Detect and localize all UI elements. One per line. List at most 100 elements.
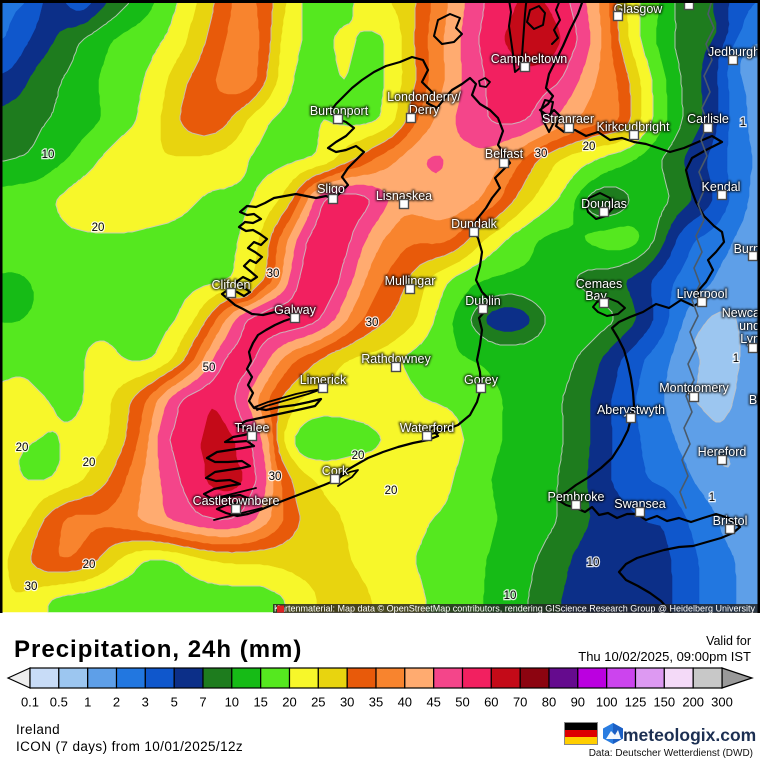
- svg-text:200: 200: [682, 695, 704, 710]
- svg-text:Lisnaskea: Lisnaskea: [376, 189, 432, 203]
- svg-text:20: 20: [352, 450, 365, 462]
- svg-text:Jedburgh: Jedburgh: [708, 45, 760, 59]
- svg-text:20: 20: [83, 559, 96, 571]
- svg-text:30: 30: [267, 268, 280, 280]
- svg-text:Jedburgh: Jedburgh: [708, 45, 760, 59]
- svg-text:Pembroke: Pembroke: [548, 490, 605, 504]
- svg-text:Stranraer: Stranraer: [542, 112, 594, 126]
- svg-text:Hereford: Hereford: [698, 445, 747, 459]
- svg-text:Derry: Derry: [409, 103, 440, 117]
- svg-text:20: 20: [16, 442, 29, 454]
- svg-text:70: 70: [513, 695, 527, 710]
- svg-text:Gorey: Gorey: [464, 373, 499, 387]
- svg-text:Clifden: Clifden: [212, 278, 251, 292]
- svg-text:Pembroke: Pembroke: [548, 490, 605, 504]
- svg-text:7: 7: [199, 695, 206, 710]
- svg-text:Belfast: Belfast: [485, 147, 524, 161]
- svg-text:1: 1: [740, 117, 746, 129]
- svg-text:20: 20: [83, 457, 96, 469]
- svg-text:Dundalk: Dundalk: [451, 217, 498, 231]
- svg-text:1: 1: [84, 695, 91, 710]
- svg-text:Kendal: Kendal: [702, 180, 741, 194]
- svg-text:Clifden: Clifden: [212, 278, 251, 292]
- svg-text:Bristol: Bristol: [713, 514, 748, 528]
- svg-text:Belfast: Belfast: [485, 147, 524, 161]
- svg-text:Glasgow: Glasgow: [614, 2, 664, 16]
- svg-text:Castletownbere: Castletownbere: [193, 494, 280, 508]
- svg-text:35: 35: [369, 695, 383, 710]
- svg-text:1: 1: [733, 353, 739, 365]
- svg-text:100: 100: [596, 695, 618, 710]
- svg-text:30: 30: [269, 471, 282, 483]
- svg-text:20: 20: [16, 442, 29, 454]
- svg-text:Mullingar: Mullingar: [385, 274, 436, 288]
- svg-text:50: 50: [455, 695, 469, 710]
- svg-text:Kendal: Kendal: [702, 180, 741, 194]
- svg-text:Glasgow: Glasgow: [614, 2, 664, 16]
- svg-text:80: 80: [542, 695, 556, 710]
- svg-text:20: 20: [583, 141, 596, 153]
- svg-text:0.1: 0.1: [21, 695, 39, 710]
- svg-text:60: 60: [484, 695, 498, 710]
- svg-text:Limerick: Limerick: [300, 373, 347, 387]
- svg-text:3: 3: [142, 695, 149, 710]
- svg-text:Newca: Newca: [722, 306, 760, 320]
- svg-text:Dublin: Dublin: [465, 294, 500, 308]
- svg-text:20: 20: [385, 485, 398, 497]
- svg-text:Campbeltown: Campbeltown: [491, 52, 567, 66]
- svg-text:Hereford: Hereford: [698, 445, 747, 459]
- svg-text:Liverpool: Liverpool: [677, 287, 728, 301]
- svg-text:20: 20: [83, 457, 96, 469]
- svg-text:1: 1: [709, 492, 715, 504]
- svg-text:10: 10: [504, 590, 517, 602]
- svg-text:Aberystwyth: Aberystwyth: [597, 403, 665, 417]
- svg-text:Rathdowney: Rathdowney: [361, 352, 431, 366]
- svg-text:Tralee: Tralee: [235, 421, 270, 435]
- svg-text:20: 20: [83, 559, 96, 571]
- svg-text:Kirkcudbright: Kirkcudbright: [597, 120, 670, 134]
- svg-text:45: 45: [426, 695, 440, 710]
- svg-text:Castletownbere: Castletownbere: [193, 494, 280, 508]
- svg-text:125: 125: [625, 695, 647, 710]
- svg-text:90: 90: [571, 695, 585, 710]
- svg-text:Newca: Newca: [722, 306, 760, 320]
- svg-text:25: 25: [311, 695, 325, 710]
- svg-text:Dublin: Dublin: [465, 294, 500, 308]
- svg-text:Lisnaskea: Lisnaskea: [376, 189, 432, 203]
- svg-text:Londonderry/: Londonderry/: [387, 90, 461, 104]
- svg-text:Galway: Galway: [274, 303, 316, 317]
- svg-text:Cork: Cork: [322, 464, 349, 478]
- svg-text:30: 30: [366, 317, 379, 329]
- svg-text:20: 20: [92, 222, 105, 234]
- svg-text:Aberystwyth: Aberystwyth: [597, 403, 665, 417]
- svg-text:30: 30: [269, 471, 282, 483]
- svg-text:30: 30: [535, 148, 548, 160]
- svg-text:Liverpool: Liverpool: [677, 287, 728, 301]
- svg-text:Montgomery: Montgomery: [659, 381, 729, 395]
- svg-text:Tralee: Tralee: [235, 421, 270, 435]
- svg-text:und: und: [739, 319, 760, 333]
- svg-text:Limerick: Limerick: [300, 373, 347, 387]
- svg-text:15: 15: [253, 695, 267, 710]
- svg-text:20: 20: [352, 450, 365, 462]
- svg-text:und: und: [739, 319, 760, 333]
- svg-text:1: 1: [733, 353, 739, 365]
- svg-text:30: 30: [535, 148, 548, 160]
- svg-text:30: 30: [25, 581, 38, 593]
- svg-text:10: 10: [587, 557, 600, 569]
- svg-text:Lyn: Lyn: [740, 332, 760, 346]
- svg-text:20: 20: [92, 222, 105, 234]
- svg-text:Kirkcudbright: Kirkcudbright: [597, 120, 670, 134]
- svg-text:Swansea: Swansea: [614, 497, 665, 511]
- svg-text:10: 10: [42, 149, 55, 161]
- svg-text:10: 10: [42, 149, 55, 161]
- svg-text:20: 20: [282, 695, 296, 710]
- svg-text:Dundalk: Dundalk: [451, 217, 498, 231]
- svg-text:30: 30: [340, 695, 354, 710]
- svg-text:Douglas: Douglas: [581, 197, 627, 211]
- svg-text:10: 10: [587, 557, 600, 569]
- svg-text:Swansea: Swansea: [614, 497, 665, 511]
- svg-text:1: 1: [740, 117, 746, 129]
- svg-text:Galway: Galway: [274, 303, 316, 317]
- svg-text:Bi: Bi: [749, 393, 760, 407]
